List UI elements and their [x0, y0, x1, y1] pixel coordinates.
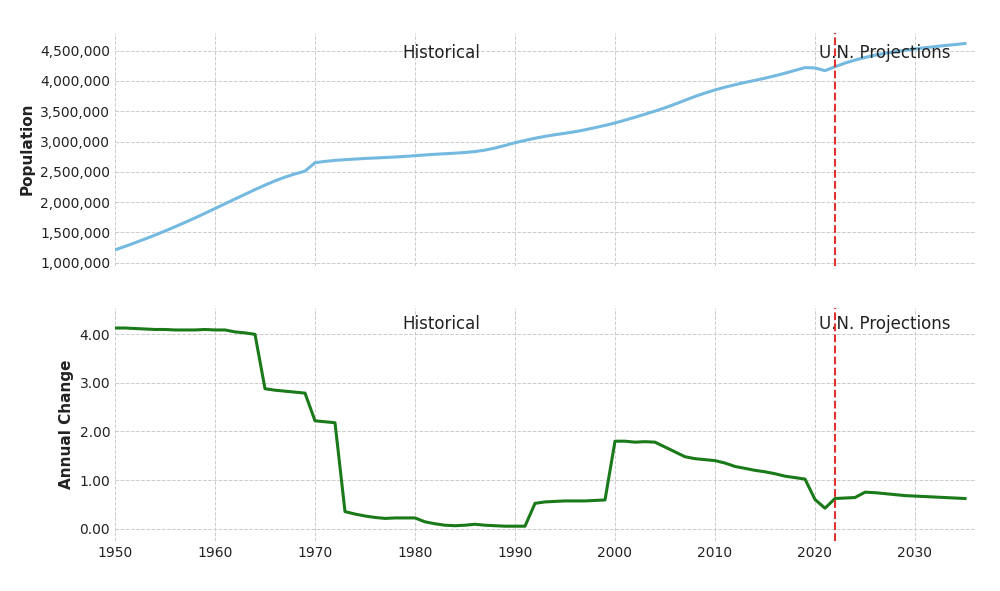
Text: U.N. Projections: U.N. Projections: [819, 44, 950, 62]
Y-axis label: Annual Change: Annual Change: [59, 359, 74, 489]
Text: Historical: Historical: [403, 314, 481, 333]
Y-axis label: Population: Population: [19, 103, 34, 196]
Text: U.N. Projections: U.N. Projections: [819, 314, 950, 333]
Text: Historical: Historical: [403, 44, 481, 62]
